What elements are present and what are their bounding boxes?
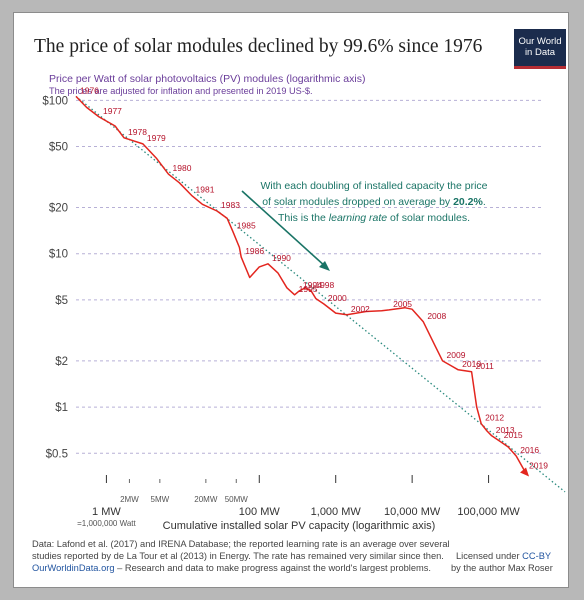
x-tick-label: 100 MW — [239, 506, 281, 518]
chart-subtitle: Price per Watt of solar photovoltaics (P… — [49, 73, 366, 85]
y-tick-label: $50 — [49, 142, 68, 154]
x-axis-label: Cumulative installed solar PV capacity (… — [163, 520, 436, 532]
logo-line2: in Data — [524, 47, 556, 58]
series-end-arrow — [520, 467, 530, 477]
annotation-arrow-line — [241, 190, 327, 268]
year-label: 1981 — [196, 184, 215, 194]
license-link[interactable]: CC-BY — [522, 551, 552, 561]
footer-source-line2: studies reported by de La Tour et al (20… — [32, 551, 444, 561]
x-minor-tick-label: 2MW — [120, 495, 139, 504]
owid-logo[interactable]: Our World in Data — [514, 29, 566, 69]
logo-line1: Our World — [518, 36, 562, 47]
x-minor-tick-label: 50MW — [225, 495, 249, 504]
chart-card: The price of solar modules declined by 9… — [13, 12, 569, 588]
y-tick-label: $10 — [49, 249, 68, 261]
annotation-learning-rate-term: learning rate — [329, 212, 388, 224]
annotation-line1: With each doubling of installed capacity… — [260, 180, 487, 192]
y-tick-label: $0.5 — [46, 448, 68, 460]
annotation-line2-text: of solar modules dropped on average by — [262, 196, 453, 208]
x-minor-tick-label: 5MW — [151, 495, 170, 504]
annotation-line3-text: This is the — [278, 212, 329, 224]
chart-subtitle-note: The prices are adjusted for inflation an… — [49, 86, 313, 96]
y-tick-label: $100 — [42, 95, 68, 107]
year-label: 1977 — [103, 106, 122, 116]
x-unit-note: =1,000,000 Watt — [77, 519, 136, 528]
x-tick-label: 10,000 MW — [384, 506, 441, 518]
year-label: 2002 — [351, 304, 370, 314]
x-tick-label: 100,000 MW — [457, 506, 520, 518]
y-tick-label: $5 — [55, 295, 68, 307]
year-label: 1979 — [147, 133, 166, 143]
year-label: 1986 — [245, 246, 264, 256]
year-label: 2016 — [520, 445, 539, 455]
x-minor-tick-label: 20MW — [194, 495, 218, 504]
annotation-arrow-head — [319, 261, 330, 271]
x-tick-label: 1,000 MW — [311, 506, 362, 518]
year-label: 2015 — [504, 430, 523, 440]
year-label: 2010 — [462, 359, 481, 369]
footer-source-line1: Data: Lafond et al. (2017) and IRENA Dat… — [32, 539, 450, 549]
year-label: 2011 — [476, 361, 495, 371]
annotation-learning-rate-value: 20.2% — [453, 196, 483, 208]
year-label: 1983 — [221, 200, 240, 210]
year-label: 1998 — [315, 280, 334, 290]
year-label: 1978 — [128, 127, 147, 137]
license-line: Licensed under CC-BY — [456, 551, 551, 561]
chart-svg: $100 $50 $20 $10 $5 $2 $1 $0.5 1 MW 100 MW 1,000 M… — [42, 85, 566, 532]
year-label: 2008 — [427, 311, 446, 321]
chart-title: The price of solar modules declined by 9… — [34, 36, 483, 57]
author-line: by the author Max Roser — [451, 563, 553, 573]
site-link[interactable]: OurWorldinData.org — [32, 563, 115, 573]
year-label: 2019 — [529, 461, 548, 471]
year-label: 1995 — [299, 284, 318, 294]
year-label: 2012 — [485, 413, 504, 423]
footer-tagline-text: – Research and data to make progress aga… — [114, 563, 432, 573]
annotation-line3-end: of solar modules. — [387, 212, 470, 224]
x-tick-label: 1 MW — [92, 506, 121, 518]
price-series-line — [75, 95, 526, 472]
y-tick-label: $20 — [49, 203, 68, 215]
year-label: 2013 — [496, 425, 515, 435]
year-label: 1985 — [237, 220, 256, 230]
y-tick-label: $2 — [55, 356, 68, 368]
y-tick-label: $1 — [55, 402, 68, 414]
year-label: 1980 — [173, 163, 192, 173]
year-label: 2000 — [328, 293, 347, 303]
annotation-line3: This is the learning rate of solar modul… — [278, 212, 470, 224]
annotation-line2-end: . — [483, 196, 486, 208]
year-label: 1976 — [80, 85, 99, 95]
license-text: Licensed under — [456, 551, 523, 561]
annotation-line2: of solar modules dropped on average by 2… — [262, 196, 486, 208]
learning-rate-trend-line — [75, 95, 566, 493]
year-label: 2005 — [393, 299, 412, 309]
footer-tagline: OurWorldinData.org – Research and data t… — [32, 563, 431, 573]
year-label: 1994 — [303, 280, 322, 290]
year-label: 2009 — [447, 350, 466, 360]
year-label: 1990 — [272, 253, 291, 263]
